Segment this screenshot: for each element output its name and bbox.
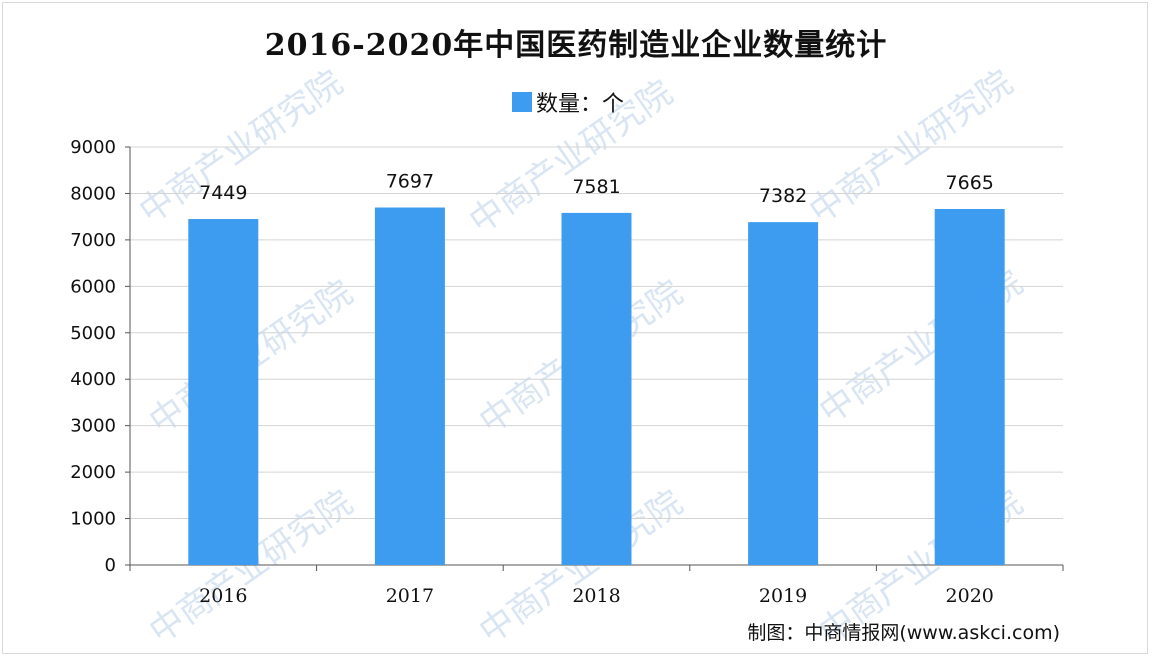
y-tick-label: 8000 (70, 183, 116, 204)
y-tick-label: 3000 (70, 416, 116, 437)
y-tick-label: 4000 (70, 369, 116, 390)
bar (934, 209, 1005, 565)
x-tick-label: 2017 (386, 585, 434, 607)
data-label: 7581 (572, 176, 620, 198)
bar (748, 222, 819, 566)
y-tick-label: 9000 (70, 137, 116, 158)
bar (188, 219, 259, 565)
chart-title: 2016-2020年中国医药制造业企业数量统计 (264, 28, 888, 63)
y-tick-label: 2000 (70, 462, 116, 483)
y-tick-label: 0 (105, 555, 116, 576)
legend-label: 数量：个 (536, 92, 625, 117)
bar (374, 207, 445, 566)
legend: 数量：个 (512, 88, 625, 117)
y-tick-label: 7000 (70, 230, 116, 251)
legend-swatch (512, 92, 532, 112)
y-tick-label: 6000 (70, 276, 116, 297)
y-tick-label: 1000 (70, 509, 116, 530)
x-tick-label: 2020 (946, 585, 994, 607)
y-tick-label: 5000 (70, 323, 116, 344)
data-label: 7382 (759, 185, 807, 207)
x-tick-label: 2016 (199, 585, 247, 607)
bar (561, 212, 632, 565)
x-tick-label: 2018 (572, 585, 620, 607)
x-tick-label: 2019 (759, 585, 807, 607)
data-label: 7665 (946, 172, 994, 194)
source-note: 制图：中商情报网(www.askci.com) (747, 622, 1060, 644)
data-label: 7697 (386, 171, 434, 193)
data-label: 7449 (199, 182, 247, 204)
